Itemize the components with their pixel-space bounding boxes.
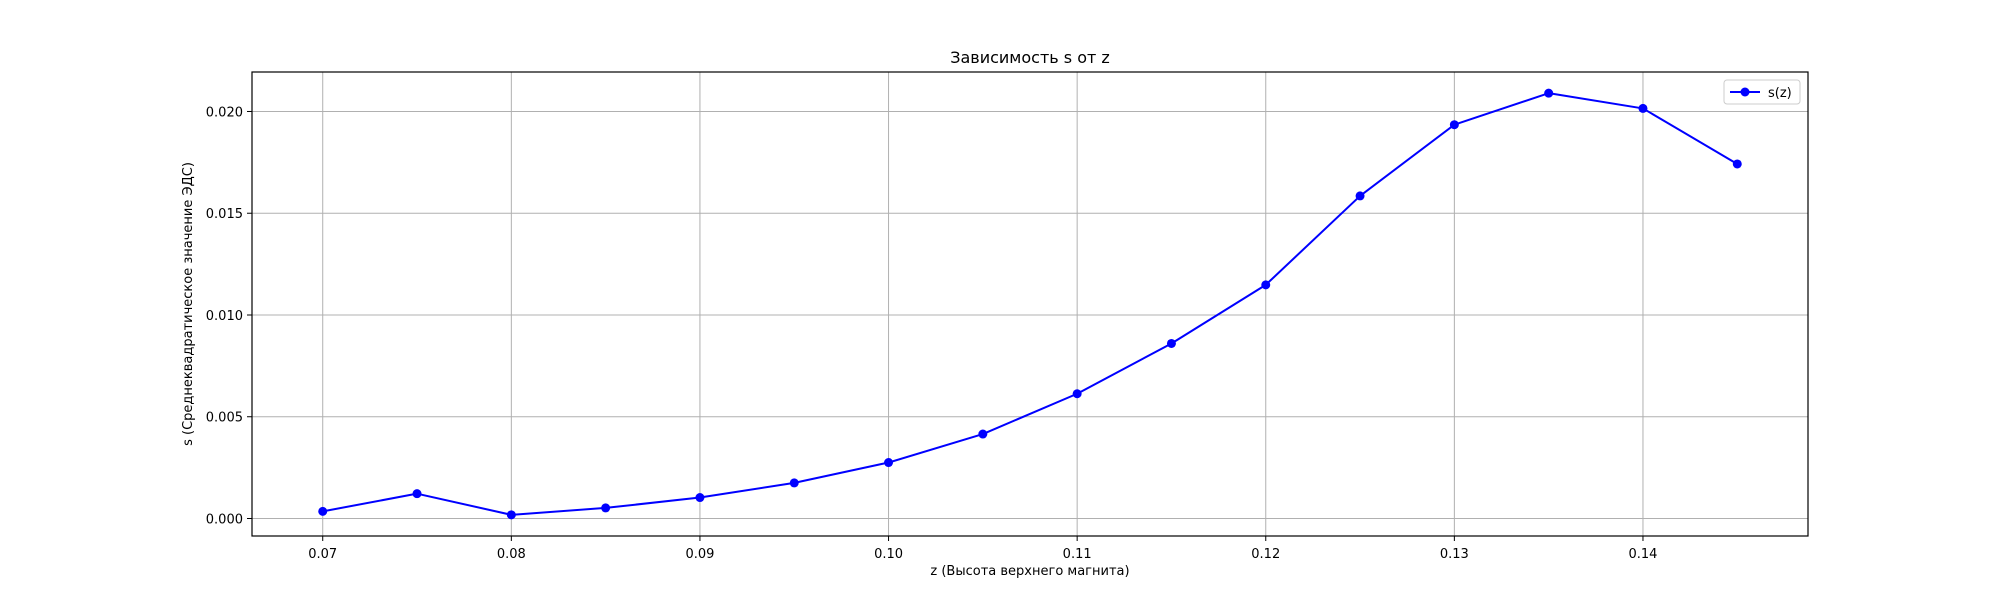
data-point xyxy=(695,493,705,503)
y-tick-label: 0.010 xyxy=(206,309,243,324)
data-point xyxy=(1355,191,1365,201)
data-point xyxy=(1449,120,1459,130)
data-point xyxy=(789,478,799,488)
axes-frame xyxy=(251,71,1809,537)
data-point xyxy=(1544,88,1554,98)
data-point xyxy=(318,506,328,516)
x-tick-label: 0.11 xyxy=(1063,547,1092,562)
y-tick-label: 0.005 xyxy=(206,411,243,426)
data-point xyxy=(978,429,988,439)
legend-box xyxy=(1723,79,1801,105)
y-axis-label: s (Среднеквадратическое значение ЭДС) xyxy=(181,162,196,446)
data-point xyxy=(412,489,422,499)
data-point xyxy=(1261,280,1271,290)
legend-entry-label: s(z) xyxy=(1768,86,1792,101)
x-tick-label: 0.07 xyxy=(308,547,337,562)
chart-title: Зависимость s от z xyxy=(950,48,1110,67)
grid-lines xyxy=(252,72,1808,536)
data-point xyxy=(1732,159,1742,169)
data-point xyxy=(1072,389,1082,399)
y-axis-ticks: 0.000 0.005 0.010 0.015 0.020 xyxy=(206,105,252,527)
x-tick-label: 0.14 xyxy=(1628,547,1657,562)
data-point xyxy=(1166,338,1176,348)
y-tick-label: 0.000 xyxy=(206,512,243,527)
x-tick-label: 0.08 xyxy=(497,547,526,562)
x-tick-label: 0.09 xyxy=(685,547,714,562)
plot-series xyxy=(318,88,1742,520)
data-point xyxy=(506,510,516,520)
x-tick-label: 0.10 xyxy=(874,547,903,562)
legend: s(z) xyxy=(1723,79,1801,105)
data-point xyxy=(884,458,894,468)
series-line xyxy=(322,92,1738,516)
data-point xyxy=(1638,103,1648,113)
y-tick-label: 0.020 xyxy=(206,105,243,120)
y-tick-label: 0.015 xyxy=(206,207,243,222)
x-tick-label: 0.13 xyxy=(1440,547,1469,562)
x-axis-ticks: 0.07 0.08 0.09 0.10 0.11 0.12 0.13 0.14 xyxy=(308,536,1657,562)
data-point xyxy=(601,503,611,513)
x-axis-label: z (Высота верхнего магнита) xyxy=(930,564,1129,579)
x-tick-label: 0.12 xyxy=(1251,547,1280,562)
legend-marker-swatch xyxy=(1740,87,1750,97)
